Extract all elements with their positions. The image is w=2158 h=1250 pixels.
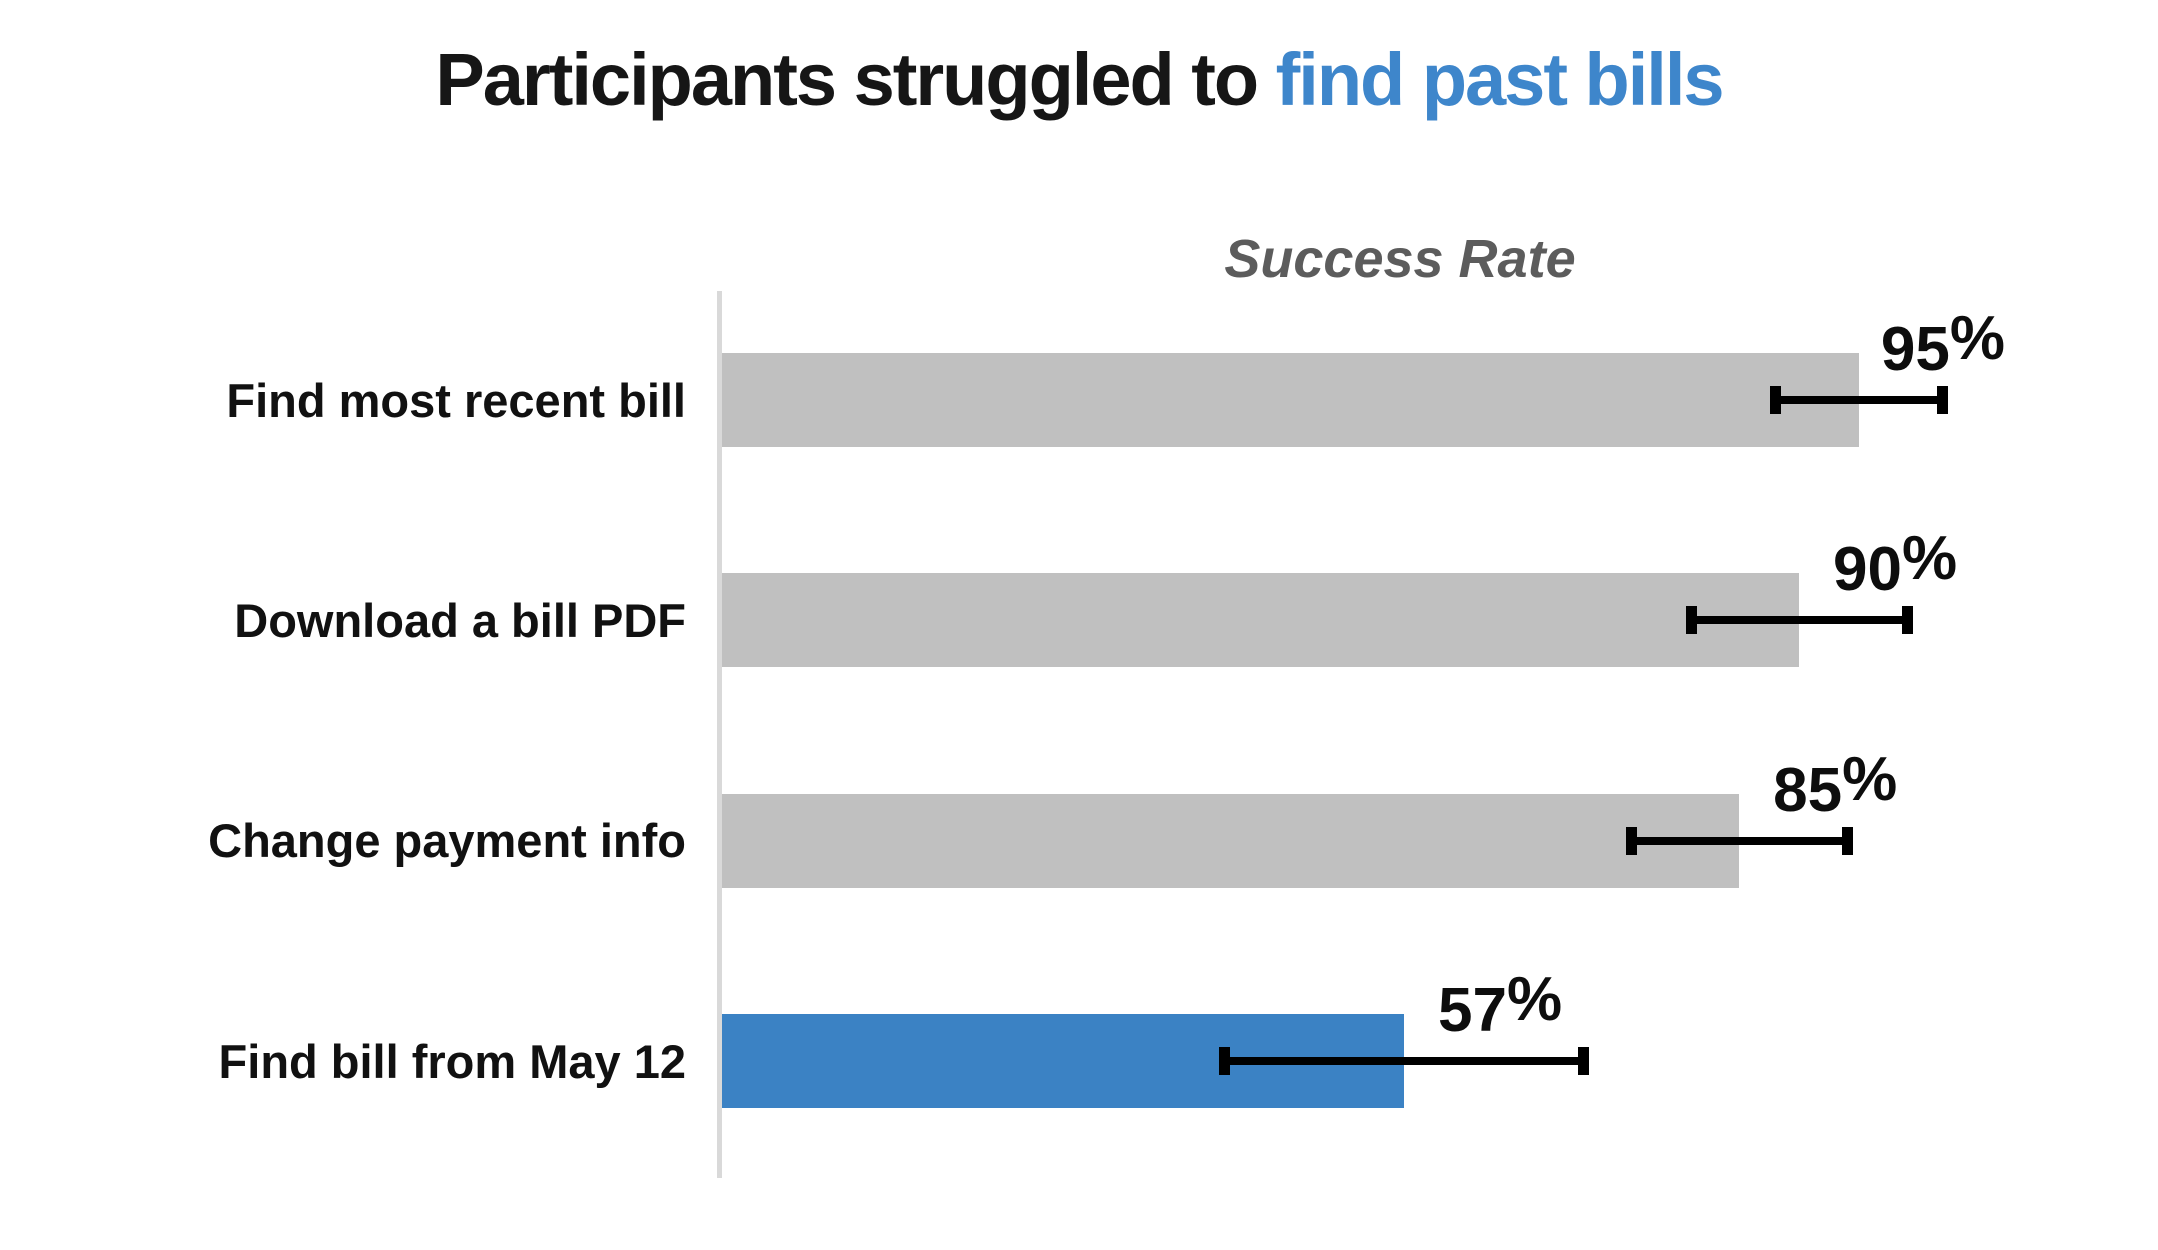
value-label: 90%	[1832, 524, 1958, 605]
percent-sign: %	[1949, 304, 2005, 373]
category-label: Download a bill PDF	[234, 593, 686, 647]
axis-title: Success Rate	[1224, 229, 1576, 289]
percent-sign: %	[1506, 965, 1563, 1035]
error-bar-line	[1691, 616, 1908, 625]
error-bar-cap-left	[1219, 1047, 1231, 1076]
category-label: Find bill from May 12	[218, 1034, 686, 1088]
percent-sign: %	[1842, 744, 1898, 814]
bar-download-a-bill-pdf	[722, 573, 1800, 668]
error-bar-line	[1631, 836, 1848, 845]
category-label: Change payment info	[208, 814, 686, 868]
error-bar-cap-right	[1841, 826, 1853, 855]
category-label: Find most recent bill	[226, 373, 686, 427]
value-label: 85%	[1773, 744, 1898, 825]
error-bar-line	[1775, 396, 1943, 404]
error-bar-cap-left	[1686, 606, 1698, 635]
error-bar-cap-right	[1578, 1047, 1590, 1076]
error-bar-cap-left	[1626, 826, 1638, 855]
error-bar-line	[1224, 1057, 1584, 1066]
value-label: 57%	[1437, 965, 1563, 1046]
value-label: 95%	[1880, 304, 2005, 384]
y-axis-line	[717, 291, 722, 1178]
bar-change-payment-info	[722, 793, 1740, 888]
chart-title-highlight: find past bills	[1275, 38, 1725, 121]
bar-find-most-recent-bill	[722, 353, 1860, 447]
chart-title: Participants struggled to find past bill…	[0, 36, 2158, 125]
error-bar-cap-right	[1937, 386, 1949, 414]
percent-sign: %	[1901, 524, 1958, 594]
error-bar-cap-right	[1901, 606, 1913, 635]
error-bar-cap-left	[1769, 386, 1781, 414]
chart-title-black: Participants struggled to	[435, 38, 1276, 121]
